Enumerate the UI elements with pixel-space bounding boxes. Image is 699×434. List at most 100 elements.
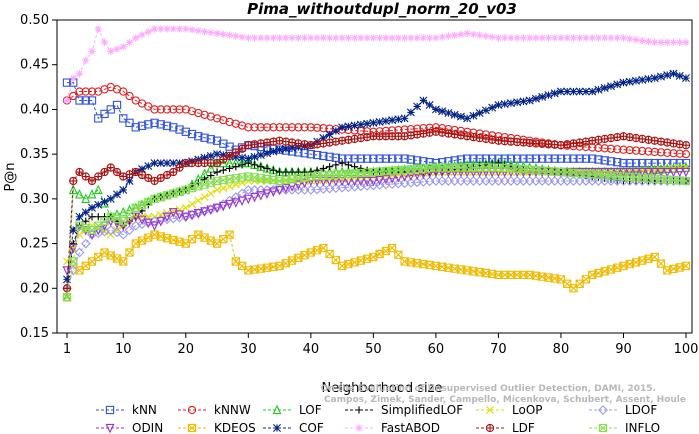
series-layer: [62, 25, 691, 302]
data-point-cof: [81, 208, 90, 217]
data-point-knnw: [275, 123, 284, 132]
data-point-knn: [394, 154, 403, 163]
data-point-odin: [644, 167, 653, 178]
data-point-fastabod: [457, 30, 465, 38]
data-point-knn: [431, 158, 441, 168]
data-point-ldf: [681, 141, 691, 150]
data-point-cof: [663, 71, 672, 80]
data-point-knn: [212, 136, 222, 145]
data-point-knnw: [225, 117, 234, 127]
data-point-cof: [469, 111, 478, 120]
data-point-inflo: [62, 293, 72, 302]
data-point-cof: [450, 110, 459, 119]
data-point-cof: [444, 109, 453, 117]
data-point-fastabod: [376, 34, 384, 42]
data-point-odin: [368, 176, 378, 187]
data-point-fastabod: [613, 34, 621, 42]
data-point-odin: [275, 185, 285, 196]
data-point-ldof: [112, 227, 122, 238]
data-point-odin: [619, 167, 628, 178]
data-point-cof: [556, 87, 565, 96]
data-point-ldof: [549, 176, 560, 186]
data-point-inflo: [119, 217, 128, 226]
data-point-cof: [669, 69, 678, 78]
data-point-knnw: [262, 123, 272, 132]
data-point-ldof: [299, 185, 310, 195]
data-point-kdeos: [225, 230, 234, 239]
data-point-lof: [93, 184, 103, 195]
data-point-fastabod: [432, 34, 440, 42]
plot-frame: [56, 19, 693, 334]
data-point-fastabod: [526, 34, 534, 42]
data-point-ldof: [481, 176, 491, 186]
legend-label-kdeos: KDEOS: [214, 421, 256, 434]
data-point-knn: [369, 154, 378, 163]
legend-item-lof: LOF: [263, 403, 322, 417]
data-point-fastabod: [682, 38, 690, 46]
legend-marker-fastabod: [355, 424, 363, 432]
data-point-ldof: [518, 176, 529, 186]
legend-marker-knn: [105, 405, 115, 415]
data-point-cof: [63, 275, 71, 284]
data-point-ldf: [100, 167, 109, 177]
data-point-knn: [350, 154, 359, 163]
data-point-cof: [213, 150, 222, 159]
data-point-knnw: [638, 146, 647, 156]
data-point-odin: [181, 212, 191, 223]
legend-label-simplifiedlof: SimplifiedLOF: [381, 403, 463, 417]
data-point-cof: [519, 97, 528, 106]
data-point-fastabod: [507, 34, 515, 42]
data-point-odin: [131, 212, 141, 223]
data-point-cof: [438, 107, 447, 116]
x-axis-label: Neighborhood size: [322, 381, 443, 396]
data-point-cof: [506, 99, 515, 108]
data-point-cof: [281, 144, 290, 153]
data-point-simplifiedlof: [69, 239, 77, 248]
data-point-knn: [594, 155, 603, 164]
series-kdeos: [62, 230, 691, 302]
data-point-odin: [118, 221, 128, 232]
data-point-odin: [300, 178, 310, 189]
y-tick-label: 0.20: [20, 281, 49, 296]
data-point-knn: [100, 109, 109, 119]
data-point-ldof: [493, 176, 504, 186]
x-tick-label: 100: [674, 342, 699, 357]
data-point-cof: [400, 114, 409, 123]
data-point-simplifiedlof: [351, 163, 359, 171]
data-point-knnw: [269, 123, 278, 132]
x-tick-label: 80: [553, 342, 570, 357]
data-point-fastabod: [275, 34, 284, 42]
data-point-knnw: [306, 123, 315, 132]
data-point-knn: [156, 120, 165, 129]
data-point-cof: [200, 153, 209, 162]
data-point-knnw: [619, 145, 628, 154]
data-point-cof: [375, 117, 384, 126]
data-point-cof: [206, 151, 215, 160]
data-point-fastabod: [601, 34, 609, 42]
data-point-odin: [625, 167, 635, 178]
data-point-cof: [250, 152, 259, 161]
data-point-simplifiedlof: [82, 217, 90, 225]
data-point-fastabod: [332, 34, 340, 42]
data-point-kdeos: [394, 250, 403, 259]
data-point-fastabod: [513, 34, 521, 42]
data-point-knn: [206, 135, 215, 144]
data-point-fastabod: [163, 25, 171, 33]
data-point-knn: [663, 158, 672, 168]
data-point-odin: [568, 167, 578, 178]
legend-label-knn: kNN: [132, 403, 157, 417]
legend-marker-ldf: [485, 423, 495, 433]
data-point-fastabod: [401, 34, 409, 42]
legend-marker-kdeos: [187, 423, 197, 433]
data-point-fastabod: [632, 36, 640, 44]
data-point-odin: [306, 176, 316, 187]
data-point-knn: [112, 100, 122, 110]
data-point-loop: [644, 166, 653, 175]
data-point-loop: [175, 205, 184, 214]
data-point-ldof: [593, 176, 604, 186]
x-tick-label: 50: [365, 342, 382, 357]
data-point-loop: [194, 196, 203, 205]
data-point-knn: [62, 78, 72, 87]
data-point-fastabod: [494, 34, 503, 42]
data-point-odin: [456, 167, 466, 178]
